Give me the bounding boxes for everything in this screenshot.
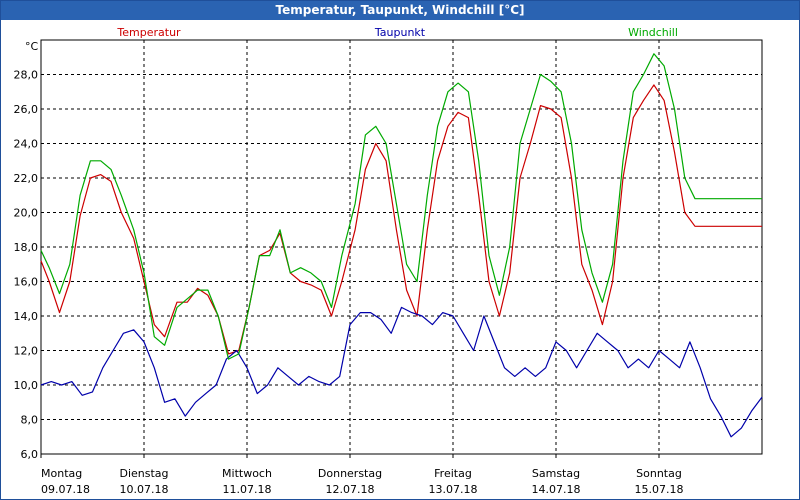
y-tick-label: 26,0	[14, 103, 39, 116]
chart-canvas: 6,0 8,0 10,0 12,0 14,0 16,0 18,0 20,0 22,0 24,0 26…	[14, 26, 763, 496]
y-tick-label: 16,0	[14, 276, 39, 289]
x-tick-date: 11.07.18	[223, 483, 272, 496]
x-tick-weekday: Dienstag	[119, 467, 168, 480]
y-tick-label: 28,0	[14, 69, 39, 82]
x-tick-weekday: Donnerstag	[318, 467, 382, 480]
y-tick-label: 22,0	[14, 172, 39, 185]
x-tick-weekday: Freitag	[434, 467, 472, 480]
x-tick-date: 15.07.18	[635, 483, 684, 496]
y-tick-label: 20,0	[14, 207, 39, 220]
x-tick-date: 12.07.18	[326, 483, 375, 496]
x-tick-date: 09.07.18	[41, 483, 90, 496]
series-layer	[40, 53, 763, 438]
y-tick-label: 8,0	[21, 414, 39, 427]
x-tick-weekday: Sonntag	[636, 467, 682, 480]
y-unit-label: °C	[25, 40, 39, 53]
x-tick-weekday: Samstag	[532, 467, 580, 480]
series-line-windchill	[40, 53, 762, 360]
chart-title: Temperatur, Taupunkt, Windchill [°C]	[1, 1, 799, 20]
series-line-taupunkt	[40, 306, 763, 438]
x-tick-weekday: Montag	[41, 467, 82, 480]
grid	[40, 39, 763, 455]
legend-taupunkt: Taupunkt	[374, 26, 426, 39]
x-tick-weekday: Mittwoch	[222, 467, 272, 480]
x-tick-date: 14.07.18	[532, 483, 581, 496]
y-tick-label: 10,0	[14, 379, 39, 392]
legend-windchill: Windchill	[628, 26, 678, 39]
axes: 6,0 8,0 10,0 12,0 14,0 16,0 18,0 20,0 22,0 24,0 26…	[14, 40, 684, 496]
y-tick-label: 12,0	[14, 345, 39, 358]
y-tick-label: 14,0	[14, 310, 39, 323]
y-tick-label: 6,0	[21, 448, 39, 461]
y-tick-label: 18,0	[14, 241, 39, 254]
y-tick-label: 24,0	[14, 138, 39, 151]
legend: Temperatur Taupunkt Windchill	[116, 26, 678, 39]
x-tick-date: 13.07.18	[429, 483, 478, 496]
legend-temperatur: Temperatur	[116, 26, 181, 39]
series-line-temperatur	[40, 84, 762, 355]
x-tick-date: 10.07.18	[120, 483, 169, 496]
